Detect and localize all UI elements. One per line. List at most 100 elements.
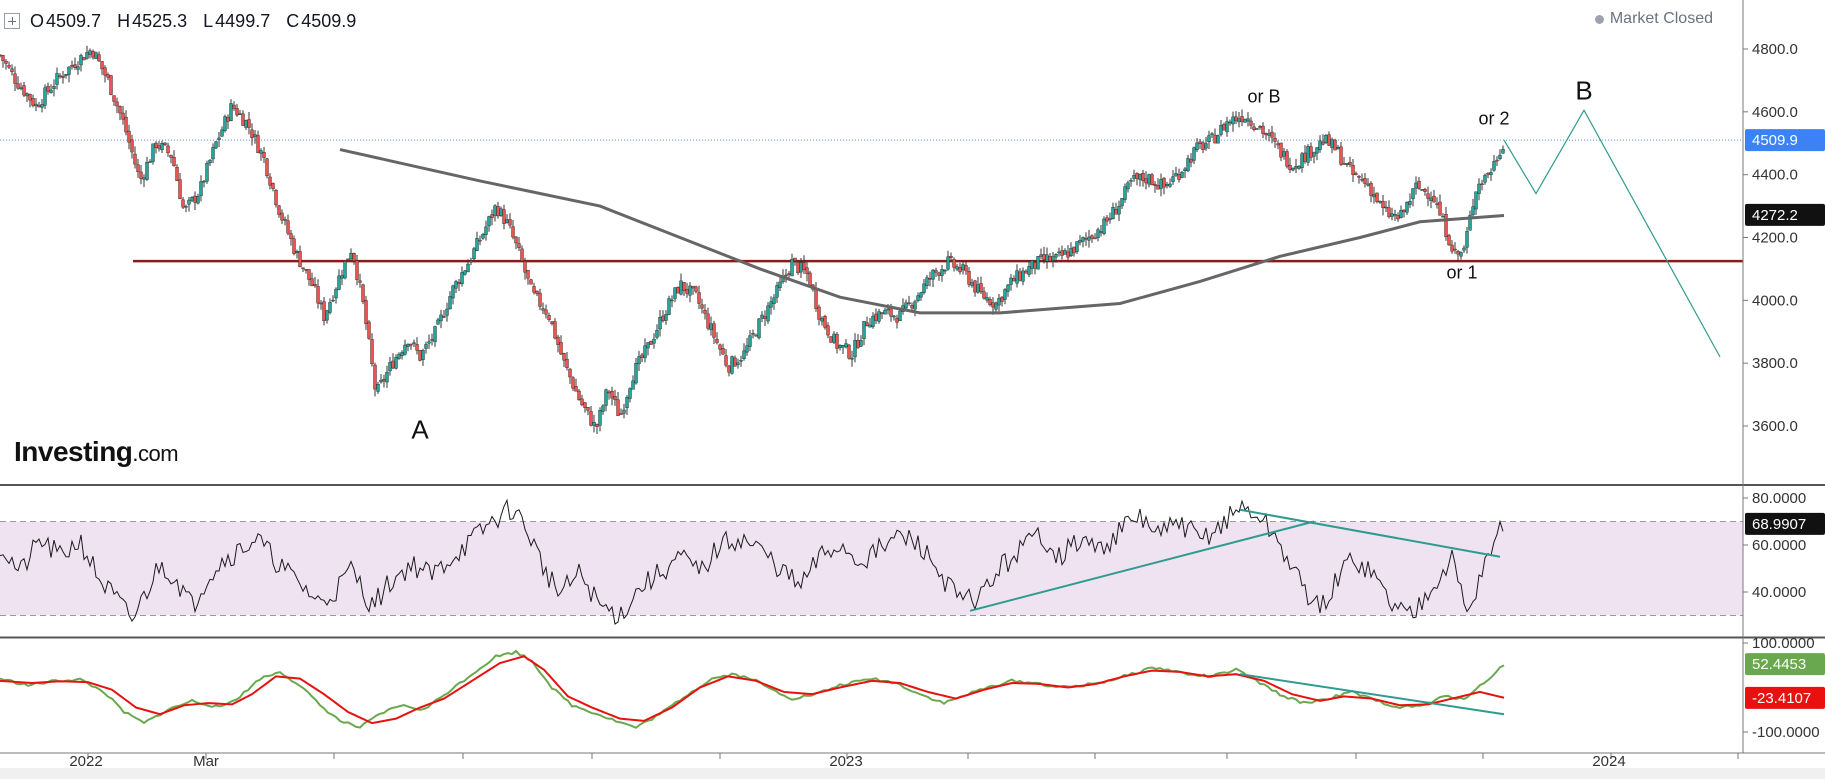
candle-body [1327,134,1331,146]
candle-body [1237,118,1241,123]
candle-body [118,106,122,114]
candle-body [622,409,626,414]
candle-body [763,316,767,319]
candle-body [559,342,563,355]
candle-body [748,335,752,347]
candle-body [1198,141,1202,144]
candle-body [322,301,326,321]
candle-body [1465,231,1469,248]
candle-body [610,391,614,399]
candle-body [853,340,857,358]
candle-body [1318,140,1322,150]
candle-body [1192,147,1196,161]
candle-body [145,162,149,180]
candle-body [487,216,491,227]
rsi-value-badge: 68.9907 [1752,516,1806,533]
candle-body [535,290,539,294]
candle-body [160,143,164,151]
candle-body [370,339,374,365]
candle-body [802,262,806,271]
candle-body [1099,231,1103,233]
candle-body [1480,183,1484,186]
candle-body [652,338,656,344]
candle-body [601,405,605,412]
y-tick-label: 4200.0 [1752,230,1798,247]
candle-body [475,238,479,251]
candle-body [433,326,437,343]
open-key: O [30,10,45,31]
candle-body [172,156,176,167]
candle-body [883,309,887,315]
candle-body [688,285,692,296]
macd-slow-badge-bg [1745,686,1825,709]
candle-body [424,344,428,349]
candle-body [1438,201,1442,216]
candle-body [193,195,197,203]
candle-body [1072,246,1076,254]
candle-body [1231,116,1235,125]
candle-body [496,206,500,217]
open-value: 4509.7 [46,10,102,31]
candle-body [1006,284,1010,292]
candle-body [1399,210,1403,218]
candle-body [616,399,620,416]
candle-body [1357,176,1361,178]
candle-body [223,116,227,131]
candle-body [1450,244,1454,252]
candle-body [619,413,623,415]
candle-body [184,206,188,208]
candle-body [373,364,377,390]
candle-body [37,105,41,108]
candle-body [589,411,593,426]
candle-body [691,285,695,289]
candle-body [316,286,320,304]
candle-body [1066,251,1070,258]
macd-tick-label: 100.0000 [1752,635,1815,652]
candle-body [577,390,581,400]
candle-body [1114,209,1118,215]
candle-body [376,384,380,392]
candle-body [1393,214,1397,216]
candle-body [58,75,62,77]
candle-body [298,251,302,267]
expand-icon[interactable] [4,13,20,29]
candle-body [1081,237,1085,242]
candle-body [922,283,926,293]
candle-body [436,319,440,325]
candle-body [712,323,716,338]
candle-body [631,380,635,390]
candle-body [484,226,488,235]
candle-body [1267,133,1271,136]
candle-body [1471,206,1475,216]
candle-body [439,314,443,322]
candle-body [346,258,350,261]
macd-fast-badge: 52.4453 [1752,656,1806,673]
candle-body [985,297,989,301]
candle-body [1147,174,1151,185]
candle-body [187,199,191,205]
candle-body [274,190,278,206]
candle-body [580,398,584,405]
candle-body [220,129,224,137]
candle-body [1054,254,1058,258]
candle-body [1381,200,1385,208]
candle-body [100,61,104,70]
candle-body [304,269,308,271]
price-pane: Aor B Bor 2 or 1 [0,45,1743,445]
candle-body [67,66,71,75]
candle-body [1273,137,1277,142]
candle-body [976,284,980,293]
candle-body [97,54,101,62]
candle-body [814,288,818,309]
rsi-tick-label: 40.0000 [1752,584,1806,601]
candle-body [949,256,953,258]
candle-body [1171,176,1175,182]
close-value: 4509.9 [301,10,357,31]
candle-body [442,316,446,318]
candle-body [1183,168,1187,172]
candle-body [421,350,425,360]
candle-body [1426,193,1430,199]
candle-body [937,272,941,276]
